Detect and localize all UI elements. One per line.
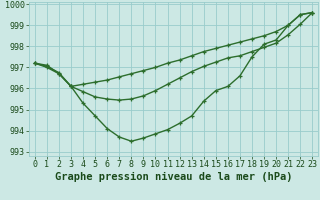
X-axis label: Graphe pression niveau de la mer (hPa): Graphe pression niveau de la mer (hPa) <box>55 172 292 182</box>
